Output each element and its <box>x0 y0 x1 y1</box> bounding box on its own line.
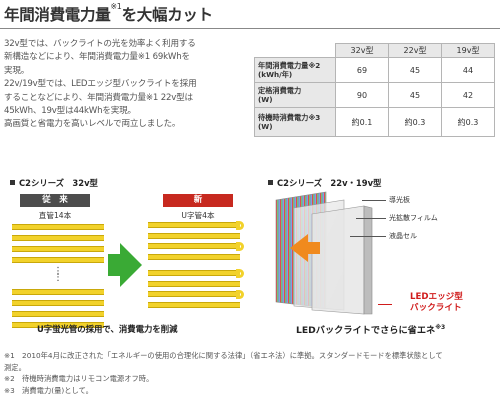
footnotes: ※1 2010年4月に改正された「エネルギーの使用の合理化に関する法律」（省エネ… <box>4 350 496 396</box>
u-tube <box>148 222 240 239</box>
section-title-22v-19v: C2シリーズ 22v・19v型 <box>268 177 381 189</box>
footnote-line: ※3 消費電力(量)として。 <box>4 385 93 395</box>
straight-tube <box>12 257 104 263</box>
table-cell: 45 <box>388 57 442 83</box>
u-tube <box>148 270 240 287</box>
u-tubes-group <box>148 221 248 320</box>
straight-tubes-group: ⋮ ⋮ <box>12 222 104 328</box>
led-panel-illustration <box>275 191 373 315</box>
ellipsis-dots-icon: ⋮ ⋮ <box>53 266 63 283</box>
bullet-square-icon <box>10 180 15 185</box>
straight-tube <box>12 311 104 317</box>
column-header: 19v型 <box>441 43 495 58</box>
spec-table: 32v型 22v型 19v型 年間消費電力量※2 (kWh/年) 69 45 44… <box>254 43 495 137</box>
leader-line <box>362 200 386 201</box>
title-divider <box>0 28 500 29</box>
footnote-line: ※1 2010年4月に改正された「エネルギーの使用の合理化に関する法律」（省エネ… <box>4 351 443 360</box>
label-lcd-cell: 液晶セル <box>389 232 417 240</box>
led-leader-line <box>378 304 392 305</box>
u-tube-bend <box>236 242 244 251</box>
bullet-square-icon <box>268 180 273 185</box>
led-edge-label: LEDエッジ型 バックライト <box>410 292 463 313</box>
footnote-line: ※2 待機時消費電力はリモコン電源オフ時。 <box>4 374 154 384</box>
led-edge-strip <box>363 205 373 315</box>
straight-tube <box>12 300 104 306</box>
table-cell: 約0.3 <box>441 107 495 137</box>
page-title: 年間消費電力量※1を大幅カット <box>4 2 213 24</box>
row-header: 定格消費電力 (W) <box>254 82 336 108</box>
straight-tube <box>12 289 104 295</box>
intro-line: 実現。 <box>4 65 30 76</box>
caption-32v: U字蛍光管の採用で、消費電力を削減 <box>37 324 178 334</box>
column-header: 22v型 <box>388 43 442 58</box>
label-light-guide: 導光板 <box>389 196 410 204</box>
table-cell: 約0.3 <box>388 107 442 137</box>
table-cell: 45 <box>388 82 442 108</box>
intro-text: 32v型では、バックライトの光を効率よく利用する 新構造などにより、年間消費電力… <box>4 38 248 132</box>
old-tag: 従 来 <box>20 194 90 207</box>
row-header: 待機時消費電力※3 (W) <box>254 107 336 137</box>
leader-line <box>356 218 386 219</box>
footnote-line: 測定。 <box>4 362 26 372</box>
straight-tube <box>12 235 104 241</box>
table-row: 年間消費電力量※2 (kWh/年) 69 45 44 <box>254 57 495 83</box>
intro-line: することなどにより、年間消費電力量※1 22v型は <box>4 92 193 103</box>
straight-tube <box>12 246 104 252</box>
straight-tube <box>12 322 104 328</box>
section-title-32v: C2シリーズ 32v型 <box>10 177 98 189</box>
table-cell: 約0.1 <box>335 107 389 137</box>
label-diffusion-film: 光拡散フィルム <box>389 214 438 222</box>
intro-line: 22v/19v型では、LEDエッジ型バックライトを採用 <box>4 79 197 90</box>
straight-tube <box>12 224 104 230</box>
new-subtitle: U字管4本 <box>181 211 215 220</box>
old-subtitle: 直管14本 <box>38 211 72 220</box>
light-arrow-icon <box>290 234 320 262</box>
column-header: 32v型 <box>335 43 389 58</box>
table-cell: 44 <box>441 57 495 83</box>
intro-line: 高画質と省電力を高いレベルで両立しました。 <box>4 119 181 130</box>
row-header: 年間消費電力量※2 (kWh/年) <box>254 57 336 83</box>
table-row: 定格消費電力 (W) 90 45 42 <box>254 82 495 108</box>
u-tube-bend <box>236 290 244 299</box>
green-arrow-icon <box>108 243 142 287</box>
caption-22v-19v: LEDバックライトでさらに省エネ※3 <box>296 323 446 336</box>
leader-line <box>350 236 386 237</box>
table-cell: 42 <box>441 82 495 108</box>
table-cell: 90 <box>335 82 389 108</box>
intro-line: 新構造などにより、年間消費電力量※1 69kWhを <box>4 52 190 63</box>
table-cell: 69 <box>335 57 389 83</box>
light-guide-layer <box>311 205 365 315</box>
intro-line: 32v型では、バックライトの光を効率よく利用する <box>4 39 196 49</box>
u-tube <box>148 291 240 308</box>
u-tube-bend <box>236 221 244 230</box>
u-tube <box>148 243 240 260</box>
table-row: 待機時消費電力※3 (W) 約0.1 約0.3 約0.3 <box>254 107 495 137</box>
new-tag: 新 <box>163 194 233 207</box>
table-corner <box>254 43 336 58</box>
u-tube-bend <box>236 269 244 278</box>
intro-line: 45kWh、19v型は44kWhを実現。 <box>4 106 136 117</box>
